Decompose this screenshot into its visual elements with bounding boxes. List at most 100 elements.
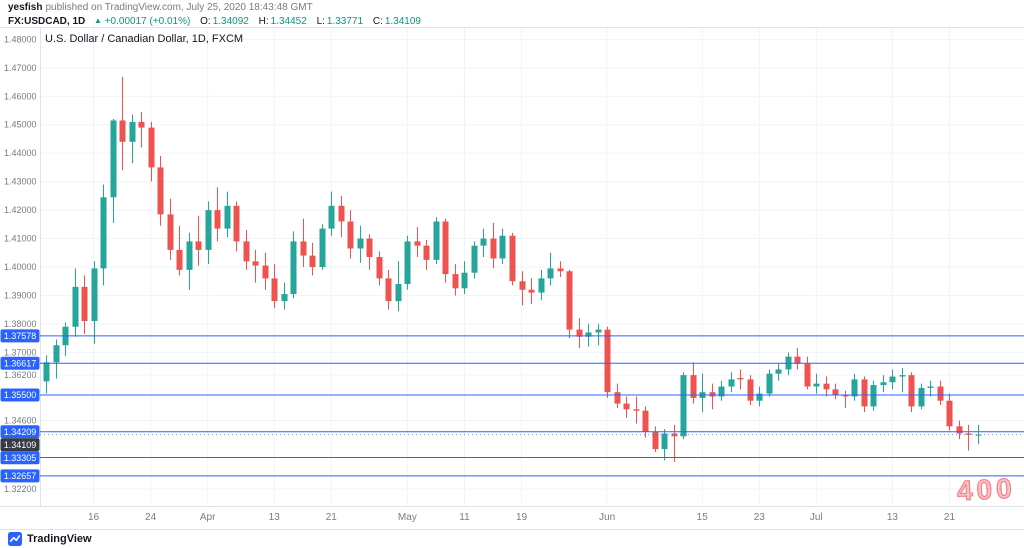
candle-body	[908, 375, 915, 407]
candle-body	[737, 377, 744, 380]
price-line-badge-text: 1.32657	[4, 471, 37, 481]
candle-body	[576, 329, 583, 337]
price-line-badge-text: 1.36617	[4, 358, 37, 368]
candle-body	[766, 373, 773, 394]
close-value: 1.34109	[384, 16, 421, 27]
candle-body	[338, 205, 345, 222]
price-line-badge	[0, 425, 40, 439]
last-price-badge	[0, 438, 40, 452]
time-axis-label: May	[398, 512, 417, 523]
time-axis-label: 23	[754, 512, 766, 523]
candle-body	[452, 274, 459, 289]
candle-body	[937, 386, 944, 401]
candle-body	[499, 235, 506, 259]
price-line-badge-text: 1.33305	[4, 453, 37, 463]
candle-body	[642, 410, 649, 433]
price-line-badge	[0, 451, 40, 465]
candle-body	[119, 120, 126, 142]
candle-body	[138, 121, 145, 128]
price-line-badge-text: 1.34209	[4, 427, 37, 437]
time-axis-label: 21	[944, 512, 956, 523]
published-line: yesfish published on TradingView.com, Jul…	[8, 2, 1016, 14]
candle-body	[595, 329, 602, 333]
low-label: L:	[316, 16, 325, 27]
candle-body	[186, 241, 193, 270]
candle-body	[262, 265, 269, 279]
candle-body	[366, 238, 373, 258]
candle-body	[880, 382, 887, 386]
open-value: 1.34092	[212, 16, 249, 27]
candle-body	[652, 432, 659, 450]
candle-body	[718, 386, 725, 397]
candle-body	[395, 284, 402, 302]
candle-body	[471, 245, 478, 273]
price-axis-label: 1.36200	[4, 370, 37, 380]
candle-body	[433, 221, 440, 260]
price-line-badge	[0, 388, 40, 402]
time-axis-label: Apr	[200, 512, 216, 523]
candle-body	[728, 379, 735, 387]
open-label: O:	[200, 16, 211, 27]
candle-body	[604, 329, 611, 393]
price-line-badge	[0, 469, 40, 483]
time-axis-label: 13	[269, 512, 281, 523]
candle-body	[661, 433, 668, 450]
price-line-badge-text: 1.35500	[4, 390, 37, 400]
candle-body	[414, 241, 421, 246]
candle-body	[775, 369, 782, 374]
high-label: H:	[258, 16, 269, 27]
candle-body	[623, 403, 630, 410]
tradingview-logo[interactable]: TradingView	[8, 532, 92, 546]
price-axis-label: 1.38000	[4, 319, 37, 329]
up-arrow-icon: ▲	[94, 16, 102, 25]
candle-body	[519, 281, 526, 290]
candle-body	[557, 268, 564, 272]
candle-body	[328, 205, 335, 229]
candle-body	[804, 363, 811, 387]
candle-body	[252, 261, 259, 266]
time-axis-label: 24	[145, 512, 157, 523]
candle-body	[756, 393, 763, 401]
candle-body	[319, 228, 326, 267]
candle-body	[547, 268, 554, 279]
candle-body	[956, 426, 963, 434]
price-axis-label: 1.44000	[4, 148, 37, 158]
candle-body	[927, 386, 934, 388]
candle-body	[794, 356, 801, 364]
price-axis-label: 1.45000	[4, 120, 37, 130]
snapshot-footer: TradingView	[0, 529, 1024, 548]
candle-body	[176, 249, 183, 270]
candle-body	[167, 214, 174, 250]
high-value: 1.34452	[270, 16, 307, 27]
time-axis-label: 21	[326, 512, 338, 523]
price-axis-label: 1.48000	[4, 34, 37, 44]
candle-body	[889, 376, 896, 383]
price-axis-label: 1.34600	[4, 416, 37, 426]
price-axis-label: 1.43000	[4, 177, 37, 187]
candle-body	[148, 127, 155, 168]
candle-body	[490, 238, 497, 259]
chart-legend: U.S. Dollar / Canadian Dollar, 1D, FXCM	[45, 33, 243, 45]
symbol-title: FX:USDCAD, 1D	[8, 16, 86, 27]
candle-body	[614, 392, 621, 404]
chart-legend-title: U.S. Dollar / Canadian Dollar, 1D, FXCM	[45, 33, 244, 45]
candle-body	[509, 235, 516, 282]
author-name: yesfish	[8, 2, 43, 13]
candle-body	[946, 400, 953, 427]
price-line-badge	[0, 356, 40, 370]
candle-body	[423, 245, 430, 260]
price-chart[interactable]: 1.48000 1.47000 1.46000 1.45000 1.44000 1.430…	[0, 28, 1024, 526]
candle-body	[918, 387, 925, 407]
symbol-status-line: FX:USDCAD, 1D ▲ +0.00017 (+0.01%) O: 1.34…	[8, 15, 1016, 28]
price-axis-label: 1.41000	[4, 234, 37, 244]
candle-body	[442, 221, 449, 275]
candle-body	[290, 241, 297, 295]
candle-body	[680, 375, 687, 437]
candle-body	[233, 205, 240, 242]
time-axis-label: 19	[516, 512, 528, 523]
candle-body	[823, 383, 830, 390]
candle-body	[129, 121, 136, 142]
candle-body	[747, 379, 754, 401]
candle-body	[832, 389, 839, 396]
